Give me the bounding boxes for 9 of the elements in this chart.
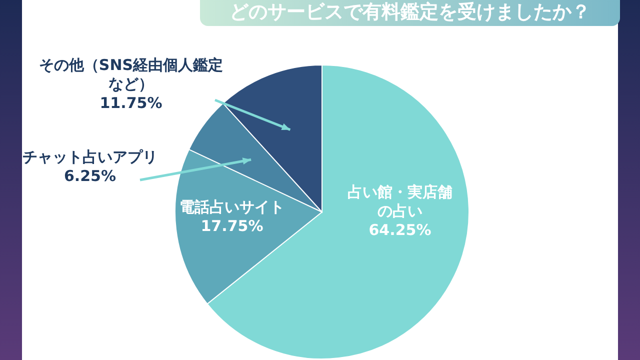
slice-label: その他（SNS経由個人鑑定など）: [38, 56, 224, 93]
chart-title: どのサービスで有料鑑定を受けましたか？: [200, 1, 620, 23]
data-label: 6.25%: [64, 167, 116, 185]
data-label: 17.75%: [200, 217, 264, 235]
data-label: 11.75%: [100, 94, 162, 112]
slice-label: 占い館・実店舗の占い: [348, 183, 452, 220]
slice-label: 電話占いサイト: [180, 198, 284, 216]
data-label: 64.25%: [368, 221, 432, 239]
slice-label: チャット占いアプリ: [22, 148, 158, 166]
